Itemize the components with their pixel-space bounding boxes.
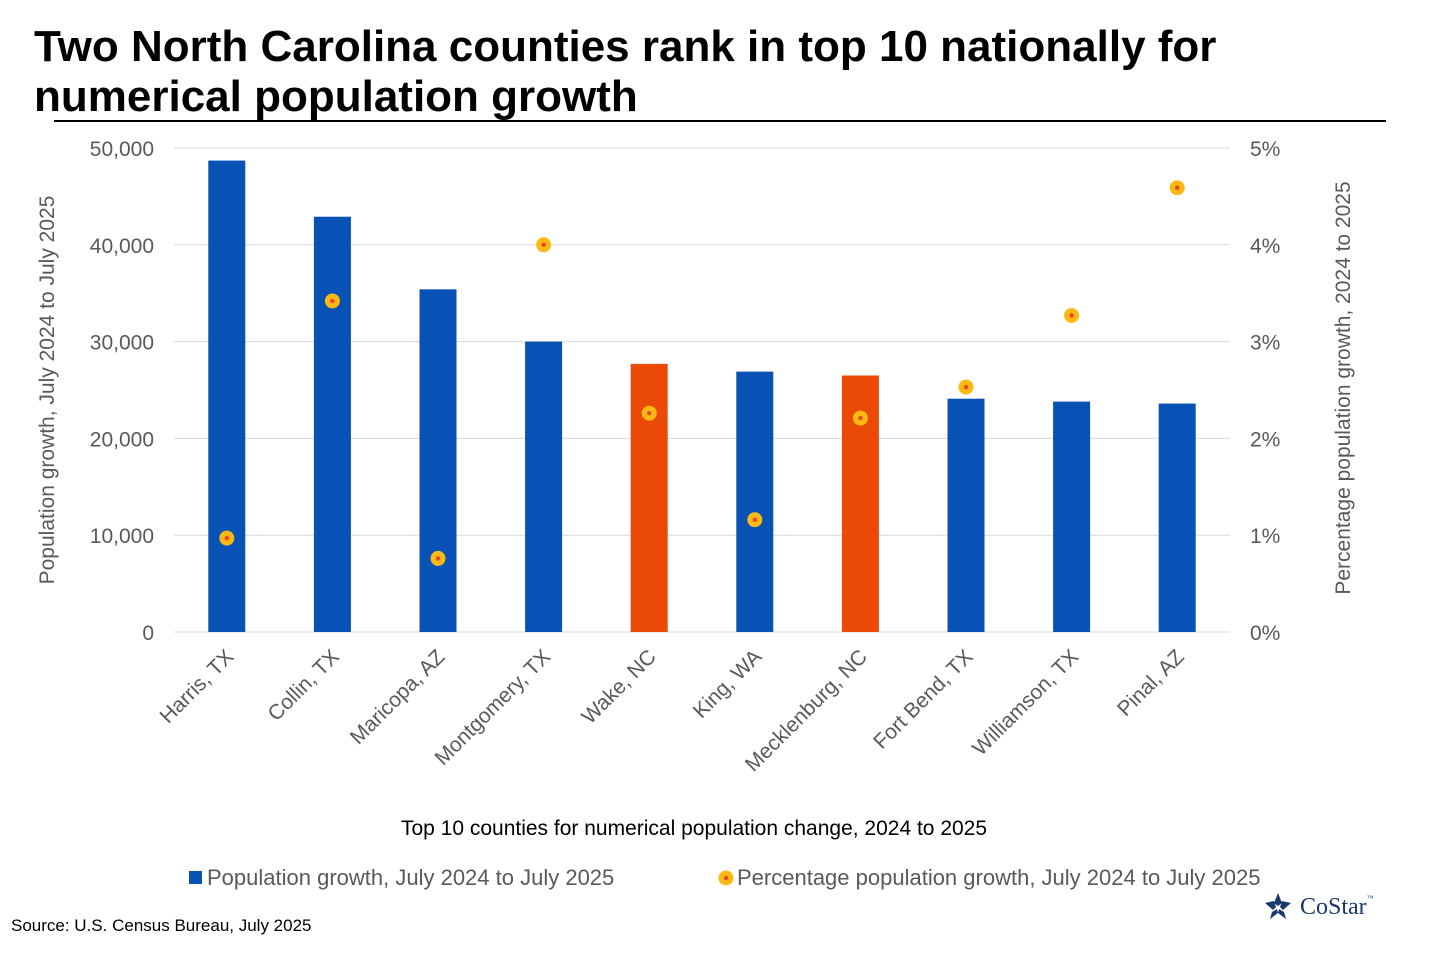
legend-dot-label: Percentage population growth, July 2024 … [737, 865, 1260, 890]
legend-bar-swatch [189, 871, 202, 884]
x-tick-label: Williamson, TX [968, 645, 1083, 760]
bar [1053, 401, 1091, 632]
y2-tick-label: 5% [1250, 138, 1280, 161]
bar [630, 363, 668, 632]
brand-name: CoStar™ [1300, 893, 1374, 920]
percentage-point-center [330, 298, 335, 304]
y-tick-label: 40,000 [90, 235, 154, 258]
y2-tick-label: 4% [1250, 235, 1280, 258]
bar [525, 341, 563, 632]
chart-title: Two North Carolina counties rank in top … [34, 22, 1217, 121]
bar [947, 398, 985, 632]
y-axis-title: Population growth, July 2024 to July 202… [36, 196, 59, 585]
costar-logo: CoStar™ [1262, 892, 1374, 922]
title-underline [54, 120, 1386, 122]
percentage-point-center [224, 535, 229, 541]
bar [208, 160, 246, 633]
x-tick-label: Pinal, AZ [1113, 645, 1189, 721]
x-tick-label: King, WA [689, 645, 767, 723]
bar [1158, 403, 1196, 632]
y-tick-label: 0 [142, 622, 154, 645]
y-tick-label: 10,000 [90, 525, 154, 548]
x-axis-title: Top 10 counties for numerical population… [401, 817, 987, 840]
bar [313, 216, 351, 632]
x-tick-label: Montgomery, TX [430, 645, 555, 770]
x-tick-label: Fort Bend, TX [869, 645, 977, 753]
percentage-point-center [963, 384, 969, 390]
percentage-point-center [752, 517, 757, 522]
x-tick-label: Wake, NC [577, 645, 660, 728]
y2-axis-title: Percentage population growth, 2024 to 20… [1332, 181, 1355, 594]
legend-dot-swatch-center [723, 875, 729, 881]
y-tick-label: 20,000 [90, 428, 154, 451]
x-tick-label: Collin, TX [264, 645, 344, 725]
bar [419, 289, 457, 632]
y2-tick-label: 1% [1250, 525, 1280, 548]
y2-tick-label: 2% [1250, 428, 1280, 451]
source-note: Source: U.S. Census Bureau, July 2025 [11, 916, 312, 935]
bar [736, 371, 774, 632]
legend-bar-label: Population growth, July 2024 to July 202… [207, 865, 614, 890]
x-tick-label: Maricopa, AZ [346, 645, 450, 749]
percentage-point-center [1069, 313, 1074, 318]
percentage-point-center [435, 556, 441, 561]
y-tick-label: 30,000 [90, 332, 154, 355]
y-tick-label: 50,000 [90, 138, 154, 161]
x-tick-label: Harris, TX [156, 645, 239, 728]
percentage-point-center [647, 411, 652, 416]
costar-star-icon [1265, 893, 1291, 919]
percentage-point-center [541, 242, 546, 247]
percentage-point-center [858, 415, 863, 421]
y2-tick-label: 0% [1250, 622, 1280, 645]
y2-tick-label: 3% [1250, 332, 1280, 355]
percentage-point-center [1175, 185, 1180, 190]
